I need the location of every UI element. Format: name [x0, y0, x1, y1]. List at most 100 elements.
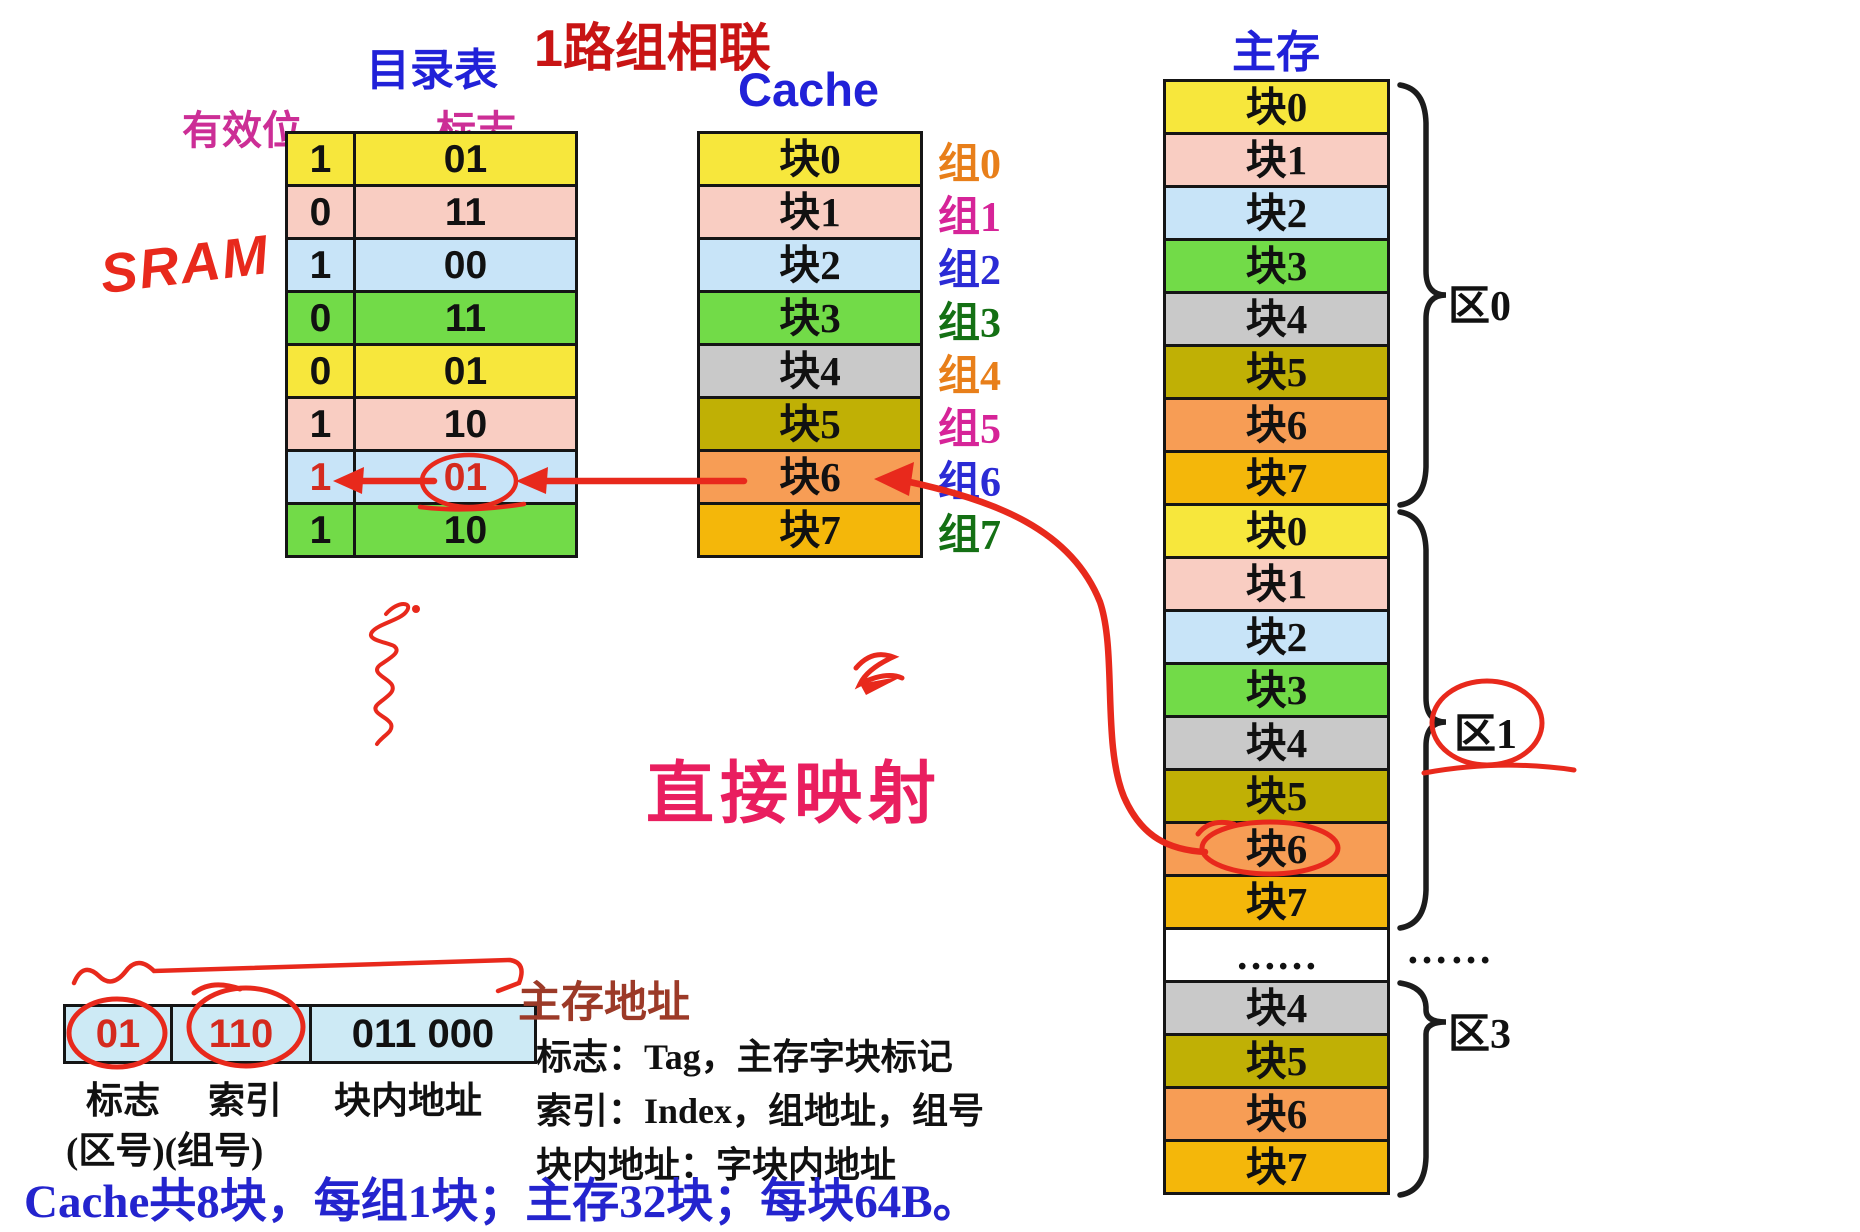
memory-block-label: 块6	[1245, 825, 1308, 872]
memory-ellipsis-row: ……	[1166, 930, 1387, 983]
directory-row-highlighted: 1 01	[288, 452, 575, 505]
memory-block-row: 块6	[1166, 400, 1387, 453]
group-label-6: 组6	[938, 460, 1002, 506]
memory-block-row: 块1	[1166, 559, 1387, 612]
address-offset-field: 011 000	[351, 1012, 495, 1056]
memory-block-row-circled: 块6	[1166, 824, 1387, 877]
tag-value: 11	[444, 296, 487, 340]
directory-row: 1 01	[288, 134, 575, 187]
directory-row: 1 10	[288, 505, 575, 555]
memory-block-row: 块4	[1166, 718, 1387, 771]
tag-value: 00	[443, 243, 488, 287]
valid-bit: 1	[288, 505, 356, 555]
memory-block-label: 块5	[1245, 1037, 1308, 1084]
memory-block-label: 块6	[1245, 1090, 1308, 1137]
memory-block-row: 块2	[1166, 612, 1387, 665]
address-tag-field: 01	[66, 1007, 173, 1061]
memory-block-label: 块7	[1245, 1143, 1308, 1190]
memory-block-label: 块6	[1245, 401, 1308, 448]
cache-block-label: 块0	[779, 135, 841, 182]
memory-block-row: 块5	[1166, 347, 1387, 400]
zone1-brace	[1397, 509, 1447, 931]
tag-value: 10	[443, 508, 488, 552]
memory-block-row: 块6	[1166, 1089, 1387, 1142]
cache-block-label: 块4	[779, 347, 841, 394]
valid-bit: 1	[288, 452, 356, 502]
memory-block-label: 块2	[1245, 613, 1308, 660]
assoc-title: 1路组相联	[534, 20, 771, 78]
main-memory-table: 块0 块1 块2 块3 块4 块5 块6 块7 块0 块1 块2 块3 块4 块…	[1163, 79, 1390, 1195]
address-index-label: 索引	[208, 1081, 282, 1122]
memory-block-label: 块0	[1245, 507, 1308, 554]
memory-block-label: 块0	[1245, 83, 1308, 130]
z-mark-annotation	[853, 652, 905, 690]
memory-block-label: 块1	[1245, 560, 1308, 607]
cache-block-label: 块7	[779, 506, 841, 553]
address-index-field: 110	[173, 1007, 312, 1061]
directory-row: 1 00	[288, 240, 575, 293]
cache-block-row: 块5	[700, 399, 920, 452]
zone1-label: 区1	[1454, 712, 1518, 758]
memory-block-row: 块7	[1166, 877, 1387, 930]
memory-block-label: 块7	[1245, 454, 1308, 501]
mapping-title: 直接映射	[646, 756, 943, 832]
offset-description: 块内地址：字块内地址	[536, 1145, 897, 1185]
memory-block-row: 块5	[1166, 1036, 1387, 1089]
group-label-5: 组5	[938, 407, 1002, 453]
summary-text: Cache共8块，每组1块；主存32块；每块64B。	[24, 1176, 980, 1228]
directory-table-title: 目录表	[366, 46, 498, 95]
group-label-2: 组2	[938, 248, 1002, 294]
cache-block-row: 块1	[700, 187, 920, 240]
memory-block-label: 块7	[1245, 878, 1308, 925]
group-label-0: 组0	[938, 142, 1002, 188]
memory-block-row: 块5	[1166, 771, 1387, 824]
valid-bit: 0	[288, 293, 356, 343]
valid-bit: 1	[288, 134, 356, 184]
valid-bit: 0	[288, 187, 356, 237]
directory-row: 0 11	[288, 293, 575, 346]
memory-address-title: 主存地址	[518, 980, 690, 1027]
memory-block-row: 块3	[1166, 665, 1387, 718]
address-index-circle-tail	[191, 982, 243, 996]
directory-table: 1 01 0 11 1 00 0 11 0 01 1 10 1 01 1 10	[285, 131, 578, 558]
valid-bit: 1	[288, 399, 356, 449]
index-description: 索引：Index，组地址，组号	[536, 1091, 985, 1131]
memory-block-label: 块3	[1245, 242, 1308, 289]
cache-block-row: 块7	[700, 505, 920, 555]
cache-block-row: 块6	[700, 452, 920, 505]
zone0-brace	[1397, 82, 1447, 508]
memory-side-ellipsis: ……	[1406, 927, 1494, 973]
valid-bit-header: 有效位	[182, 108, 302, 153]
cache-block-row: 块4	[700, 346, 920, 399]
group-label-7: 组7	[938, 513, 1002, 559]
address-tag-label: 标志	[86, 1081, 160, 1122]
group-label-1: 组1	[938, 195, 1002, 241]
valid-bit: 1	[288, 240, 356, 290]
cache-title: Cache	[738, 63, 880, 116]
memory-block-row: 块4	[1166, 983, 1387, 1036]
memory-block-label: 块5	[1245, 772, 1308, 819]
tag-value: 01	[443, 455, 488, 499]
cache-block-label: 块3	[779, 294, 841, 341]
cache-block-row: 块0	[700, 134, 920, 187]
memory-block-label: 块1	[1245, 136, 1308, 183]
zone0-label: 区0	[1448, 284, 1512, 330]
cache-block-label: 块6	[779, 453, 841, 500]
memory-block-row: 块0	[1166, 82, 1387, 135]
squiggle-annotation	[368, 602, 410, 746]
memory-block-row: 块0	[1166, 506, 1387, 559]
memory-block-label: 块4	[1245, 984, 1308, 1031]
zone3-label: 区3	[1448, 1012, 1512, 1058]
memory-block-row: 块1	[1166, 135, 1387, 188]
address-sub-labels: (区号)(组号)	[66, 1131, 264, 1172]
memory-block-row: 块3	[1166, 241, 1387, 294]
group-label-4: 组4	[938, 354, 1002, 400]
tag-value: 01	[443, 349, 488, 393]
zone3-brace	[1397, 980, 1447, 1198]
valid-bit: 0	[288, 346, 356, 396]
memory-block-label: 块2	[1245, 189, 1308, 236]
cache-block-label: 块2	[779, 241, 841, 288]
dot-annotation	[412, 605, 420, 613]
memory-block-row: 块2	[1166, 188, 1387, 241]
